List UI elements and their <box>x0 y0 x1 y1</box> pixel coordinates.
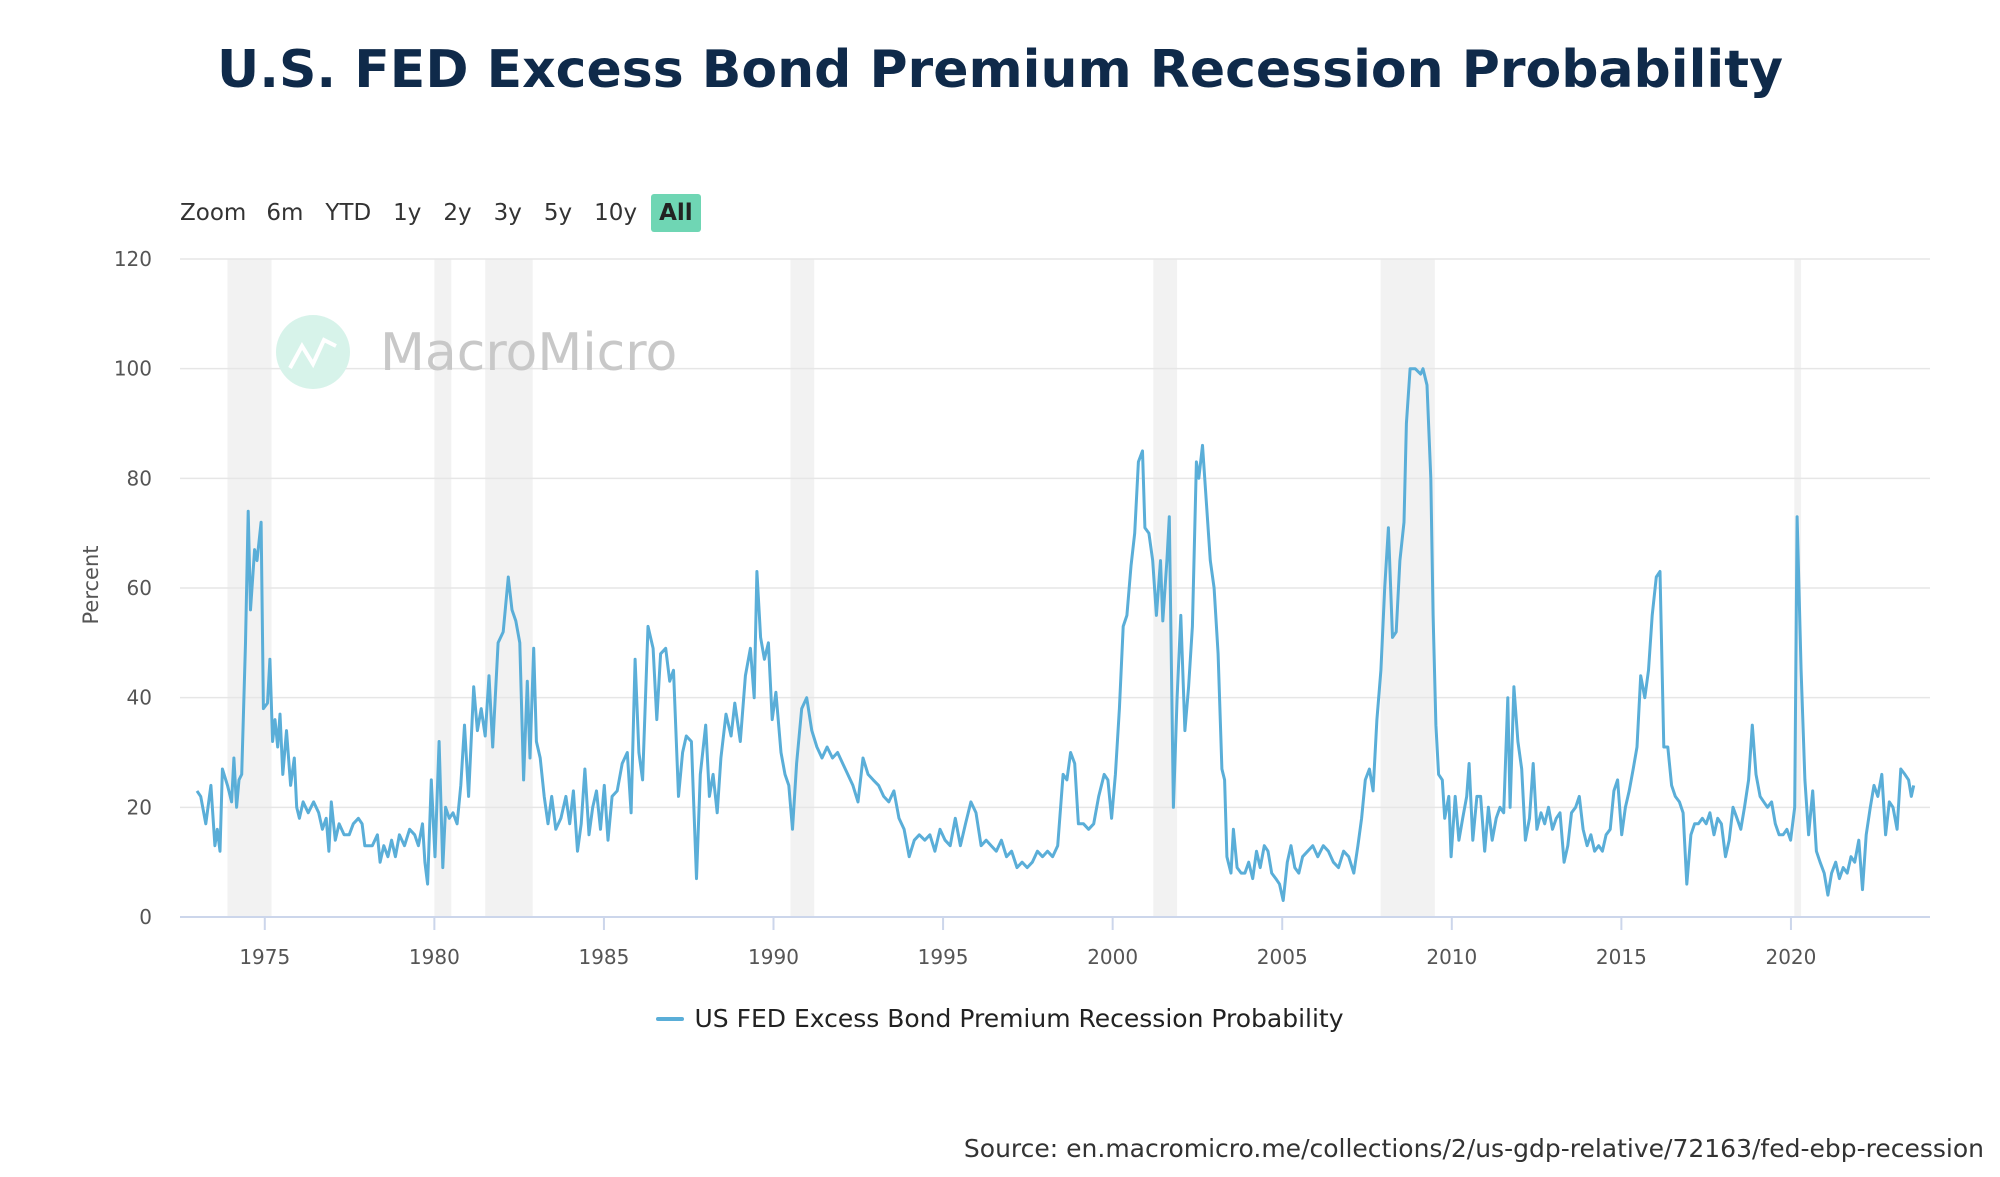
zoom-button-all[interactable]: All <box>651 194 701 232</box>
watermark-logo: MacroMicro <box>276 315 677 389</box>
x-tick-label: 1975 <box>239 945 290 969</box>
x-tick-label: 2020 <box>1765 945 1816 969</box>
zoom-button-1y[interactable]: 1y <box>393 200 422 226</box>
axes: 0 20 40 60 80 100 120 1975 1980 1985 1990 1995 2000 2… <box>114 247 1930 969</box>
zoom-button-10y[interactable]: 10y <box>594 200 638 226</box>
legend[interactable]: US FED Excess Bond Premium Recession Pro… <box>0 1004 2000 1033</box>
x-tick-label: 2015 <box>1596 945 1647 969</box>
y-tick-label: 40 <box>127 686 152 710</box>
zoom-button-3y[interactable]: 3y <box>493 200 522 226</box>
x-tick-label: 1980 <box>409 945 460 969</box>
legend-swatch <box>656 1016 685 1021</box>
y-tick-label: 120 <box>114 247 152 271</box>
page-title: U.S. FED Excess Bond Premium Recession P… <box>216 40 1784 100</box>
y-tick-label: 20 <box>127 795 152 819</box>
x-tick-label: 1985 <box>578 945 629 969</box>
series-line <box>195 367 1916 902</box>
y-tick-label: 0 <box>139 905 152 929</box>
zoom-button-2y[interactable]: 2y <box>443 200 472 226</box>
zoom-label: Zoom <box>180 200 247 226</box>
x-tick-label: 2000 <box>1087 945 1138 969</box>
legend-label: US FED Excess Bond Premium Recession Pro… <box>694 1004 1344 1033</box>
x-tick-label: 2010 <box>1426 945 1477 969</box>
watermark-logo-icon <box>276 315 350 389</box>
source-note: Source: en.macromicro.me/collections/2/u… <box>963 1134 1984 1163</box>
watermark-chart-icon <box>288 337 337 369</box>
y-tick-label: 100 <box>114 357 152 381</box>
y-tick-label: 80 <box>127 466 152 490</box>
y-tick-label: 60 <box>127 576 152 600</box>
y-axis-label: Percent <box>79 545 103 624</box>
watermark-text: MacroMicro <box>380 323 677 383</box>
zoom-button-ytd[interactable]: YTD <box>325 200 372 226</box>
x-tick-label: 1995 <box>918 945 969 969</box>
zoom-range-selector: Zoom 6m YTD 1y 2y 3y 5y 10y All <box>180 194 707 232</box>
zoom-button-6m[interactable]: 6m <box>266 200 304 226</box>
x-tick-label: 1990 <box>748 945 799 969</box>
zoom-button-5y[interactable]: 5y <box>543 200 573 226</box>
zoom-buttons: 6m YTD 1y 2y 3y 5y 10y All <box>258 194 706 232</box>
x-tick-label: 2005 <box>1257 945 1308 969</box>
